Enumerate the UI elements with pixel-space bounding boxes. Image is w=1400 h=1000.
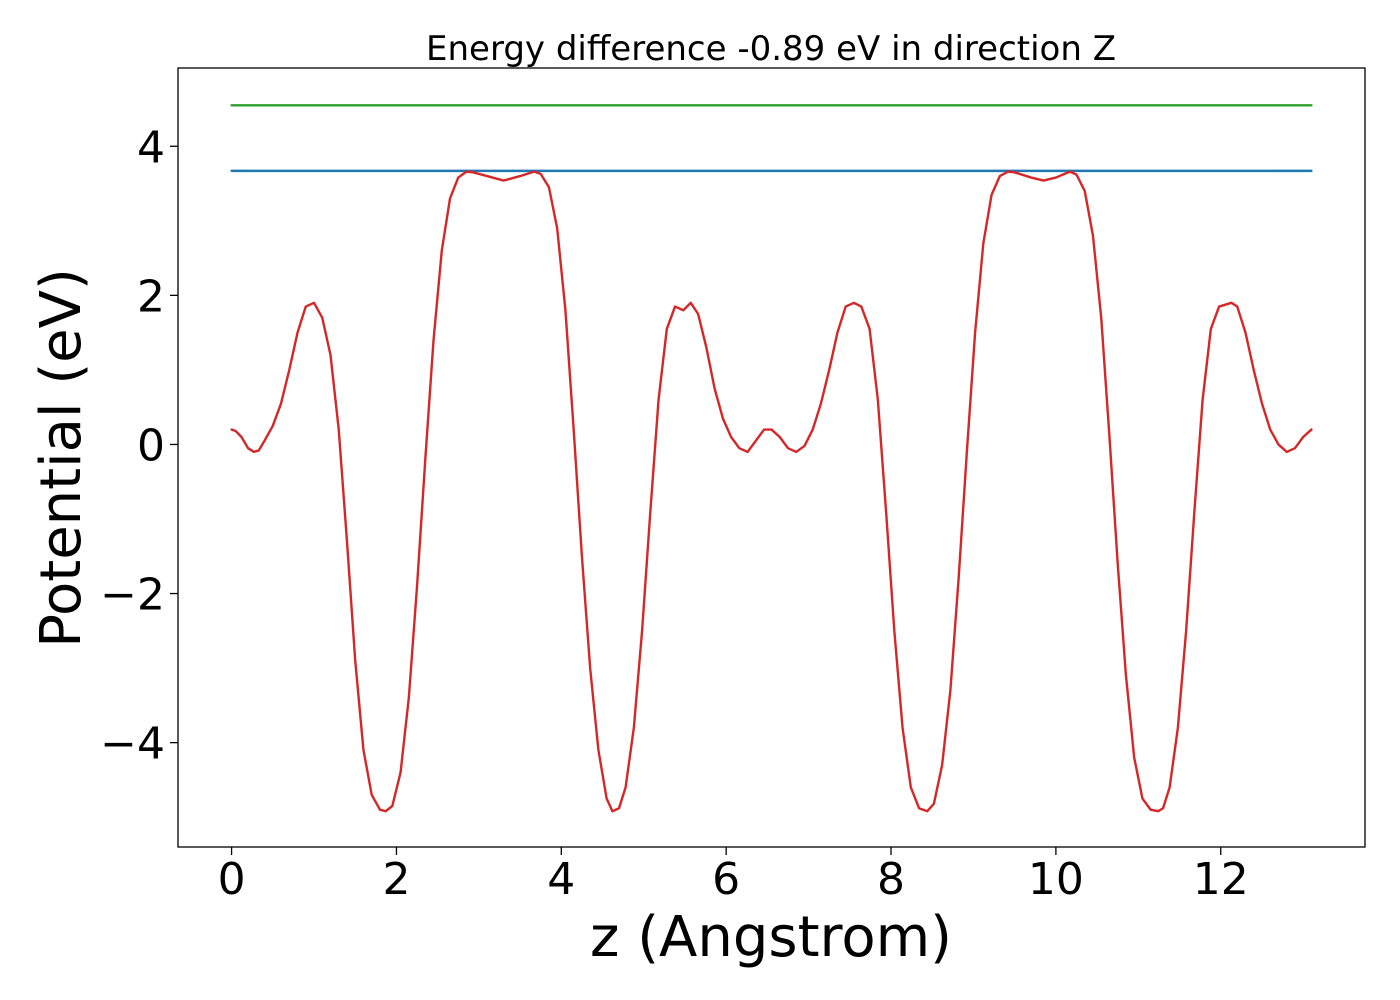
x-axis-ticks: 0 2 4 6 8 10 12 (218, 847, 1249, 905)
y-tick-label: 0 (137, 420, 165, 471)
x-tick-label: 10 (1028, 854, 1084, 905)
y-tick-label: −4 (100, 719, 165, 770)
x-tick-label: 12 (1193, 854, 1249, 905)
x-tick-label: 0 (218, 854, 246, 905)
y-tick-label: 2 (137, 271, 165, 322)
chart-title: Energy difference -0.89 eV in direction … (426, 29, 1116, 69)
y-axis-ticks: −4 −2 0 2 4 (100, 122, 178, 770)
y-tick-label: 4 (137, 122, 165, 173)
series-layer (230, 104, 1313, 813)
y-axis-label: Potential (eV) (29, 268, 94, 648)
x-tick-label: 4 (547, 854, 575, 905)
x-tick-label: 6 (712, 854, 740, 905)
x-tick-label: 2 (382, 854, 410, 905)
series-potential (230, 170, 1313, 813)
plot-area-frame (177, 67, 1366, 848)
y-tick-label: −2 (100, 570, 165, 621)
x-axis-label: z (Angstrom) (590, 905, 952, 970)
x-tick-label: 8 (877, 854, 905, 905)
